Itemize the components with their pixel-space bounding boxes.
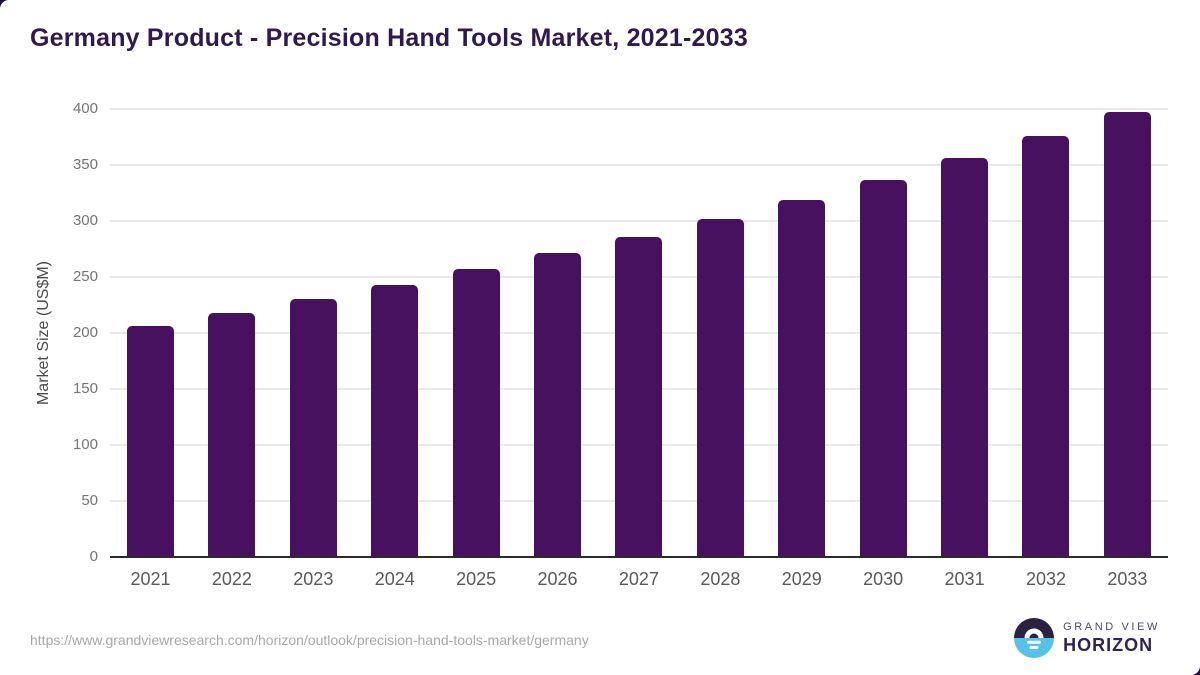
logo-grand-view-text: GRAND VIEW bbox=[1063, 620, 1160, 633]
bar-2028 bbox=[696, 218, 744, 557]
bar-2029 bbox=[778, 199, 826, 557]
brand-logo: GRAND VIEW HORIZON bbox=[1014, 618, 1160, 658]
y-tick-label-350: 350 bbox=[72, 156, 98, 173]
bar-2024 bbox=[371, 284, 419, 557]
x-label-2031: 2031 bbox=[944, 569, 985, 589]
gridline-400 bbox=[110, 108, 1168, 110]
chart-title: Germany Product - Precision Hand Tools M… bbox=[30, 24, 748, 52]
bars-row bbox=[110, 109, 1168, 557]
x-axis-line bbox=[110, 556, 1168, 558]
y-tick-label-100: 100 bbox=[72, 436, 98, 453]
y-tick-label-150: 150 bbox=[72, 380, 98, 397]
y-tick-label-250: 250 bbox=[72, 268, 98, 285]
x-label-2023: 2023 bbox=[293, 569, 334, 589]
x-label-2022: 2022 bbox=[211, 569, 252, 589]
x-label-2025: 2025 bbox=[456, 569, 497, 589]
x-axis-labels: 2021 2022 2023 2024 2025 2026 2027 2028 2029 2030… bbox=[110, 569, 1168, 590]
y-tick-label-50: 50 bbox=[81, 492, 98, 509]
plot-area: 0 50 100 150 200 250 300 350 400 2021 2022 2023 202… bbox=[73, 101, 1168, 589]
y-tick-label-300: 300 bbox=[72, 212, 98, 229]
x-label-2033: 2033 bbox=[1107, 569, 1148, 589]
bar-2027 bbox=[615, 236, 663, 557]
bar-2026 bbox=[534, 253, 582, 557]
gridline-300 bbox=[110, 220, 1168, 222]
y-tick-label-400: 400 bbox=[72, 100, 98, 117]
x-label-2026: 2026 bbox=[537, 569, 578, 589]
x-label-2028: 2028 bbox=[700, 569, 741, 589]
bar-2022 bbox=[208, 312, 256, 557]
bar-2025 bbox=[452, 269, 500, 557]
x-label-2029: 2029 bbox=[781, 569, 822, 589]
logo-horizon-text: HORIZON bbox=[1063, 634, 1154, 655]
x-label-2027: 2027 bbox=[618, 569, 659, 589]
bar-2023 bbox=[289, 299, 337, 557]
y-tick-label-0: 0 bbox=[89, 548, 98, 565]
y-tick-label-200: 200 bbox=[72, 324, 98, 341]
x-label-2024: 2024 bbox=[374, 569, 415, 589]
bar-2021 bbox=[127, 326, 174, 557]
x-label-2021: 2021 bbox=[130, 569, 171, 589]
horizon-logo-icon bbox=[1014, 618, 1055, 658]
x-label-2030: 2030 bbox=[863, 569, 904, 589]
bar-2030 bbox=[859, 179, 907, 557]
bar-2032 bbox=[1022, 135, 1070, 557]
source-url: https://www.grandviewresearch.com/horizo… bbox=[30, 632, 589, 648]
x-label-2032: 2032 bbox=[1025, 569, 1066, 589]
bar-2033 bbox=[1103, 112, 1151, 557]
logo-wordmark: GRAND VIEW HORIZON bbox=[1063, 621, 1160, 656]
bar-2031 bbox=[941, 158, 989, 557]
gridline-350 bbox=[110, 164, 1168, 166]
